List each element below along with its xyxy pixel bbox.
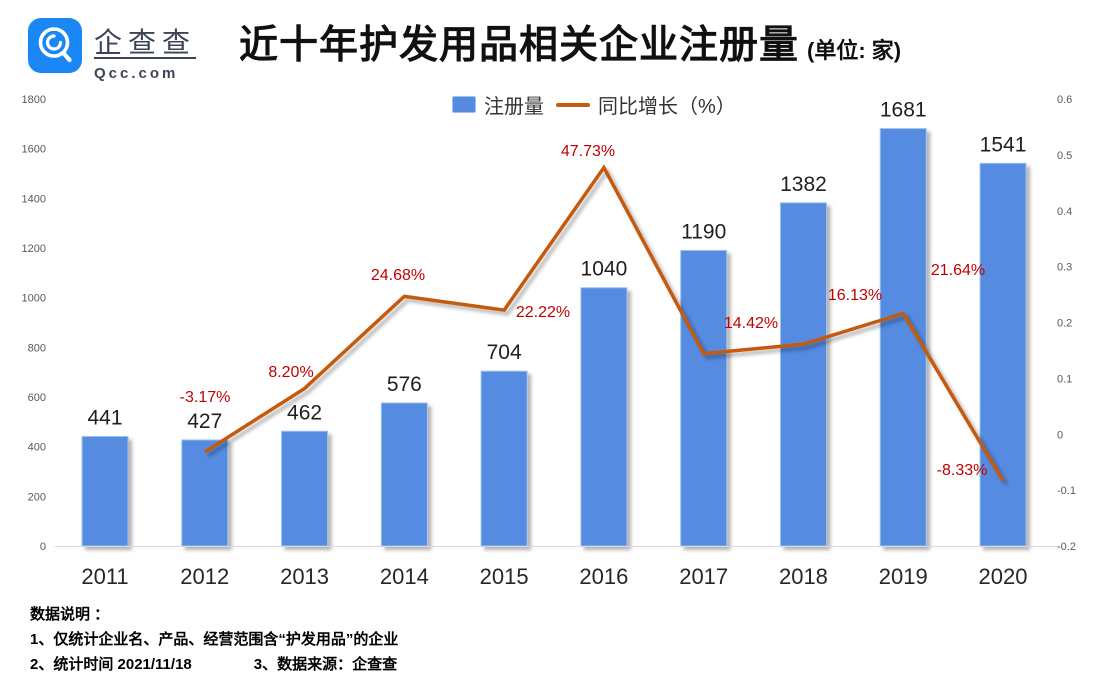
left-axis-tick-label: 800	[28, 342, 46, 354]
bar-value-label: 1681	[880, 99, 927, 122]
bar-value-label: 427	[187, 410, 222, 433]
bar-2015	[480, 370, 528, 547]
chart-title-text: 近十年护发用品相关企业注册量	[239, 24, 800, 67]
x-axis-year-label: 2016	[579, 564, 628, 589]
bar-value-label: 462	[287, 401, 322, 424]
growth-pct-label: 8.20%	[268, 364, 313, 381]
left-axis-tick-label: 1600	[22, 144, 46, 156]
data-notes: 数据说明 ： 1、仅统计企业名、产品、经营范围含“护发用品”的企业 2、统计时间…	[30, 602, 398, 677]
qcc-logo	[28, 18, 82, 73]
legend-line-swatch	[556, 102, 590, 107]
bar-value-label: 1190	[681, 220, 726, 243]
bar-2017	[680, 249, 728, 547]
right-axis-tick-label: 0	[1057, 429, 1063, 441]
growth-pct-label: 21.64%	[931, 262, 985, 279]
bar-2012	[181, 439, 229, 547]
growth-pct-label: -3.17%	[180, 389, 231, 406]
left-axis-tick-label: 200	[28, 491, 46, 503]
growth-pct-label: 24.68%	[371, 267, 425, 284]
right-axis-tick-label: 0.1	[1057, 373, 1072, 385]
bar-value-label: 704	[487, 341, 522, 364]
left-axis-tick-label: 0	[40, 541, 46, 553]
x-axis-year-label: 2017	[679, 564, 728, 589]
right-axis-tick-label: -0.1	[1057, 485, 1076, 497]
note-3: 3、数据来源：企查查	[253, 656, 398, 673]
left-axis-tick-label: 1800	[22, 94, 46, 106]
x-axis-year-label: 2020	[979, 564, 1028, 589]
growth-pct-label: 47.73%	[561, 143, 615, 160]
bar-value-label: 441	[87, 406, 122, 429]
growth-pct-label: -8.33%	[937, 462, 988, 479]
right-axis-tick-label: -0.2	[1057, 541, 1076, 553]
chart-title: 近十年护发用品相关企业注册量 (单位: 家)	[239, 14, 901, 70]
chart-title-unit: (单位: 家)	[807, 38, 902, 63]
bar-2018	[779, 202, 827, 547]
right-axis-tick-label: 0.6	[1057, 94, 1072, 106]
note-2: 2、统计时间 2021/11/18	[30, 656, 192, 673]
bar-2011	[81, 435, 129, 547]
bar-value-label: 1040	[581, 258, 628, 281]
bar-value-label: 1541	[980, 133, 1027, 156]
bar-2016	[580, 287, 628, 547]
growth-pct-label: 16.13%	[828, 287, 882, 304]
bar-2020	[979, 162, 1027, 547]
growth-line	[203, 164, 1005, 482]
bar-value-label: 1382	[780, 173, 827, 196]
x-axis-year-label: 2018	[779, 564, 828, 589]
x-axis-year-label: 2019	[879, 564, 928, 589]
notes-heading: 数据说明 ：	[30, 606, 110, 623]
x-axis-year-label: 2013	[280, 564, 329, 589]
note-1: 1、仅统计企业名、产品、经营范围含“护发用品”的企业	[30, 631, 399, 648]
left-axis-tick-label: 1000	[22, 293, 46, 305]
x-axis-year-label: 2014	[380, 564, 429, 589]
legend: 注册量 同比增长（%）	[452, 90, 736, 119]
right-axis-tick-label: 0.5	[1057, 150, 1072, 162]
right-axis-tick-label: 0.2	[1057, 318, 1072, 330]
note-row-2-3: 2、统计时间 2021/11/18 3、数据来源：企查查	[30, 652, 398, 677]
bar-2014	[380, 402, 428, 547]
legend-line-label: 同比增长（%）	[598, 96, 736, 118]
left-axis-tick-label: 400	[28, 442, 46, 454]
x-axis-year-label: 2011	[81, 564, 128, 589]
growth-pct-label: 14.42%	[724, 315, 778, 332]
legend-bar-label: 注册量	[484, 96, 544, 118]
x-axis-year-label: 2015	[480, 564, 529, 589]
legend-bar-swatch	[452, 96, 476, 113]
right-axis-tick-label: 0.3	[1057, 262, 1072, 274]
right-axis-tick-label: 0.4	[1057, 206, 1072, 218]
bar-value-label: 576	[387, 373, 422, 396]
brand-block: 企查查 Qcc.com	[94, 21, 196, 82]
bar-2013	[281, 430, 329, 547]
magnifier-icon	[38, 27, 72, 63]
x-axis-year-label: 2012	[180, 564, 229, 589]
brand-domain: Qcc.com	[94, 65, 179, 82]
growth-pct-label: 22.22%	[516, 304, 570, 321]
left-axis-tick-label: 600	[28, 392, 46, 404]
left-axis-tick-label: 1400	[22, 193, 46, 205]
left-axis-tick-label: 1200	[22, 243, 46, 255]
brand-name: 企查查	[94, 27, 197, 58]
